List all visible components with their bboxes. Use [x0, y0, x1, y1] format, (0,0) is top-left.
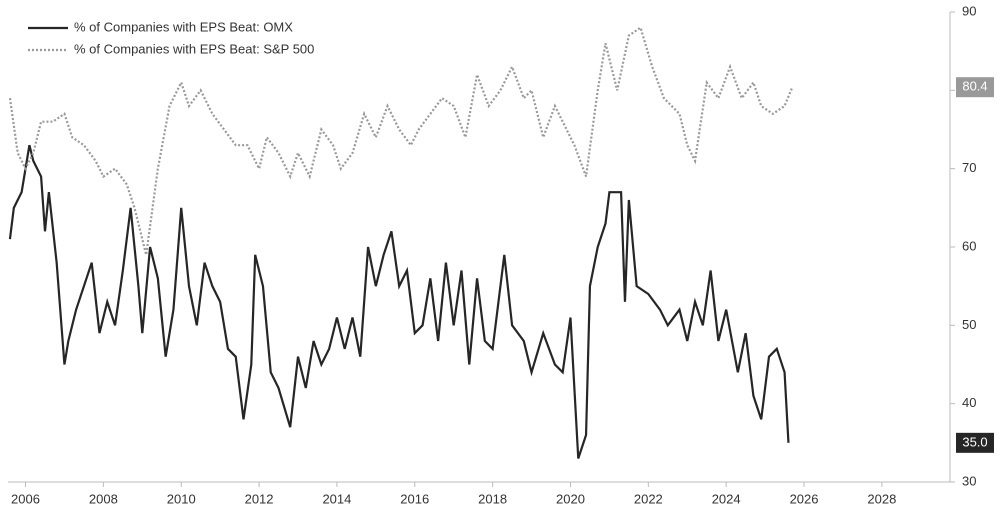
y-tick-label: 30: [962, 473, 976, 488]
end-label-box: [956, 432, 994, 453]
y-tick-label: 90: [962, 3, 976, 18]
series-line: [8, 144, 790, 459]
x-tick-label: 2028: [867, 491, 896, 506]
x-tick-label: 2022: [634, 491, 663, 506]
x-tick-label: 2016: [400, 491, 429, 506]
legend-label: % of Companies with EPS Beat: S&P 500: [74, 41, 314, 56]
y-tick-label: 60: [962, 238, 976, 253]
y-tick-label: 50: [962, 317, 976, 332]
legend-label: % of Companies with EPS Beat: OMX: [74, 19, 293, 34]
x-tick-label: 2008: [89, 491, 118, 506]
end-label: 80.4: [962, 79, 987, 94]
x-tick-label: 2024: [712, 491, 741, 506]
x-tick-label: 2020: [556, 491, 585, 506]
x-tick-label: 2012: [245, 491, 274, 506]
series-line: [8, 25, 794, 256]
x-tick-label: 2026: [790, 491, 819, 506]
x-tick-label: 2006: [11, 491, 40, 506]
x-tick-label: 2014: [322, 491, 351, 506]
x-tick-label: 2018: [478, 491, 507, 506]
end-label: 35.0: [962, 434, 987, 449]
x-tick-label: 2010: [167, 491, 196, 506]
end-label-box: [956, 77, 994, 98]
y-tick-label: 70: [962, 160, 976, 175]
y-tick-label: 40: [962, 395, 976, 410]
